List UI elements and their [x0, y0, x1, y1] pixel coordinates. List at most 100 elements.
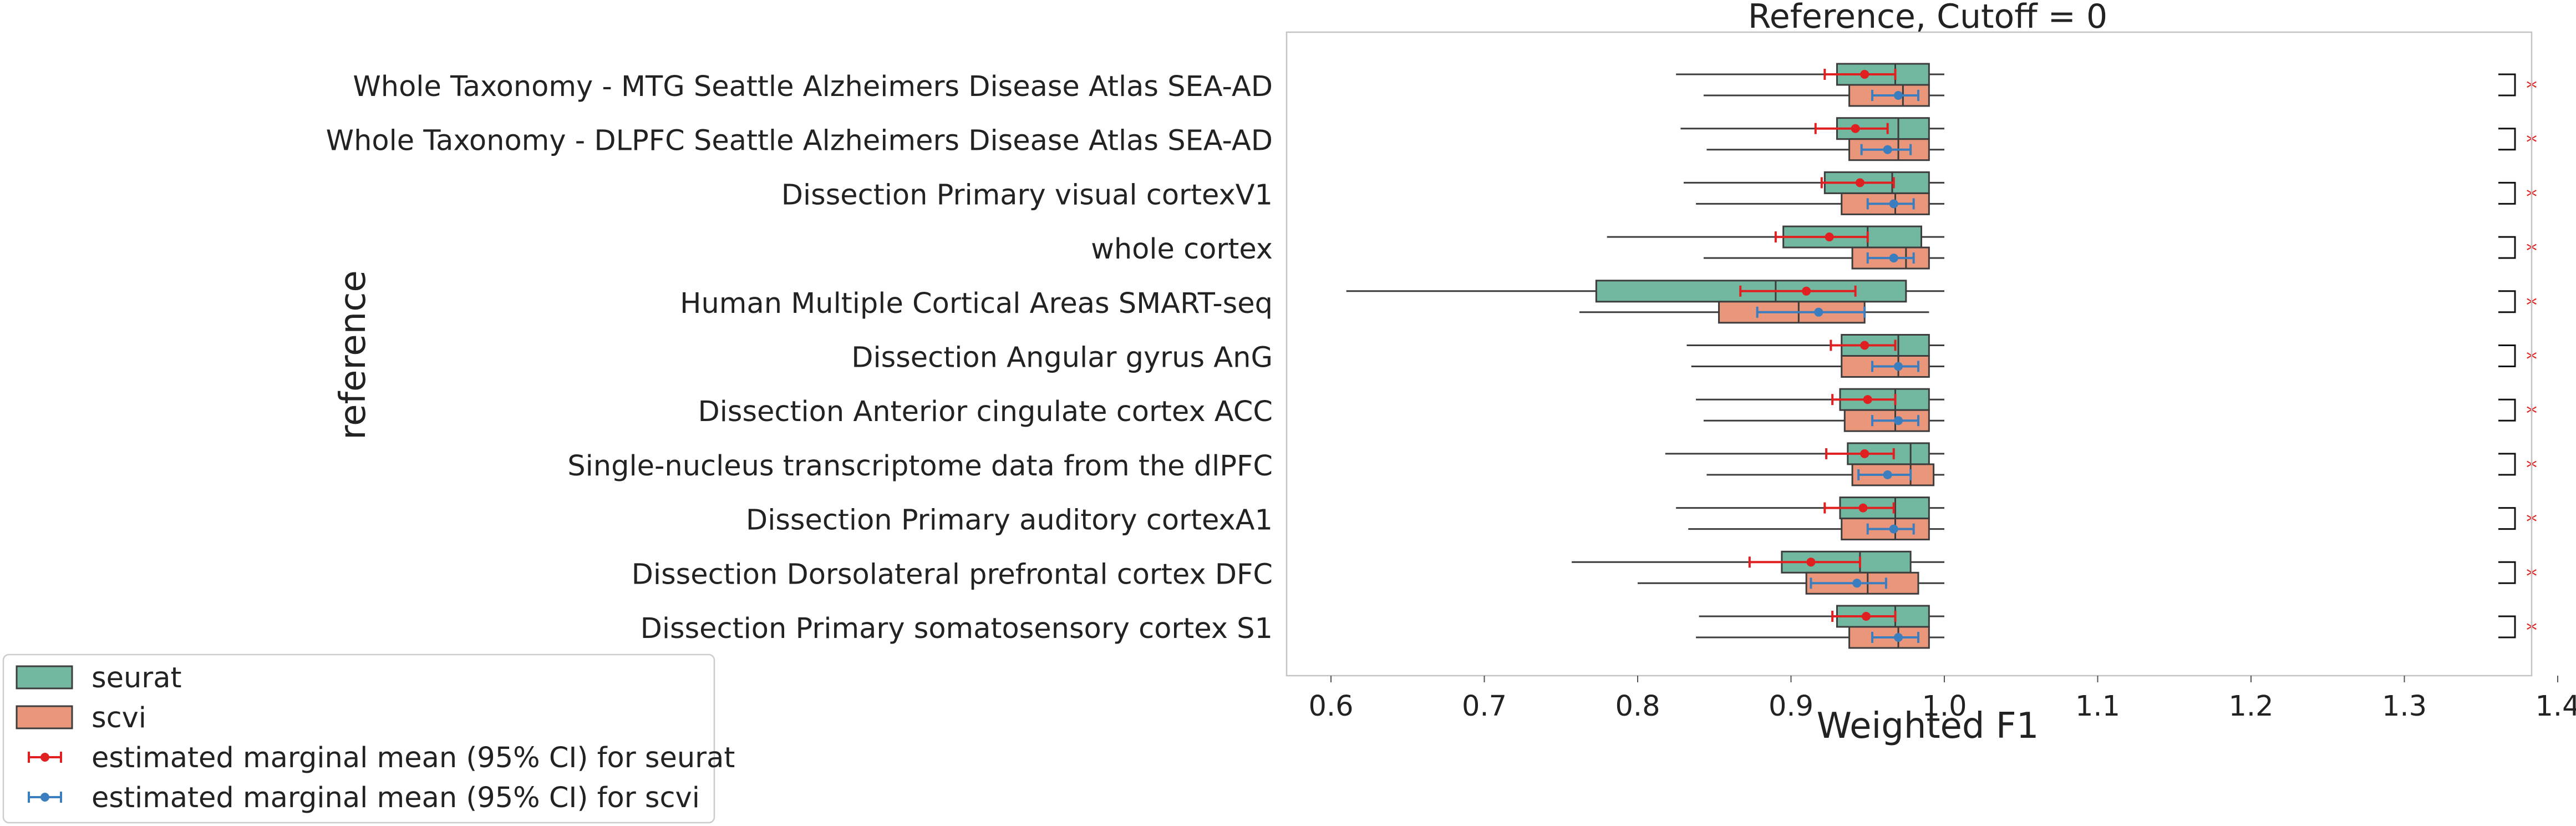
category-label: Dissection Primary auditory cortexA1 [746, 504, 1273, 537]
emm-scvi [1857, 469, 1912, 480]
category-label: whole cortex [1091, 233, 1273, 266]
x-tick-label: 1.2 [2228, 690, 2273, 723]
emm-point [1851, 124, 1860, 133]
x-tick-label: 0.7 [1462, 690, 1507, 723]
category-label: Whole Taxonomy - MTG Seattle Alzheimers … [353, 70, 1273, 103]
bracket-line [2498, 344, 2516, 367]
x-tick-label: 1.1 [2075, 690, 2120, 723]
emm-point [1883, 470, 1892, 479]
box-seurat [1676, 63, 1944, 86]
emm-seurat [1739, 285, 1857, 297]
box-iqr [1851, 246, 1930, 270]
emm-scvi [1866, 198, 1915, 210]
legend-swatch [16, 665, 73, 690]
legend-label: estimated marginal mean (95% CI) for scv… [92, 782, 700, 814]
x-tick-label: 1.0 [1922, 690, 1967, 723]
emm-scvi [1871, 415, 1919, 427]
bracket-line [2498, 453, 2516, 476]
emm-point [1802, 286, 1811, 296]
box-seurat [1696, 388, 1944, 411]
emm-point [1825, 232, 1834, 242]
box-seurat [1683, 171, 1944, 194]
emm-seurat [1814, 123, 1889, 134]
emm-point [1806, 558, 1816, 567]
category-label: Dissection Anterior cingulate cortex ACC [698, 396, 1273, 428]
emm-scvi [1810, 577, 1887, 589]
legend-frame [2, 653, 715, 824]
category-labels: Whole Taxonomy - MTG Seattle Alzheimers … [326, 70, 1273, 645]
bracket-line [2498, 398, 2516, 422]
legend-swatch [16, 705, 73, 729]
emm-point [1889, 199, 1898, 209]
box-seurat [1686, 334, 1944, 357]
emm-point [1894, 91, 1903, 100]
legend: seurat scvi estimated marginal mean (95% C… [2, 653, 735, 824]
emm-point [1894, 633, 1903, 642]
legend-label: estimated marginal mean (95% CI) for seu… [92, 742, 735, 774]
category-label: Whole Taxonomy - DLPFC Seattle Alzheimer… [326, 125, 1273, 158]
x-axis-label: Weighted F1 [1817, 706, 2039, 747]
emm-point [1814, 307, 1823, 317]
x-tick-label: 0.9 [1769, 690, 1813, 723]
bracket-line [2498, 290, 2516, 313]
box-scvi [1579, 301, 1929, 324]
emm-scvi [1871, 632, 1919, 643]
emm-point [1860, 341, 1869, 350]
x-axis: 0.6 0.7 0.8 0.9 1.0 1.1 1.2 1.3 1.4 [1308, 676, 2576, 723]
category-label: Single-nucleus transcriptome data from t… [567, 450, 1273, 483]
bracket-line [2498, 507, 2516, 530]
emm-seurat [1774, 231, 1869, 243]
x-tick-label: 0.6 [1308, 690, 1353, 723]
emm-scvi [1871, 90, 1919, 101]
emm-point [1883, 145, 1892, 154]
legend-item-seurat-patch: seurat [16, 662, 182, 695]
legend-errorbar-point [40, 753, 49, 762]
box-scvi [1638, 571, 1944, 595]
emm-point [1852, 579, 1862, 588]
category-label: Dissection Primary somatosensory cortex … [641, 612, 1273, 645]
category-label: Dissection Angular gyrus AnG [851, 342, 1273, 374]
legend-label: scvi [92, 702, 146, 734]
category-label: Dissection Primary visual cortexV1 [781, 179, 1273, 211]
emm-point [1861, 612, 1871, 621]
legend-errorbar-point [40, 793, 49, 802]
legend-item-seurat-errorbar: estimated marginal mean (95% CI) for seu… [28, 742, 735, 774]
emm-scvi [1860, 144, 1912, 155]
plot-content: *********** [1346, 63, 2537, 649]
emm-point [1863, 395, 1872, 404]
box-seurat [1699, 605, 1944, 628]
emm-point [1889, 254, 1898, 263]
emm-scvi [1871, 361, 1919, 372]
box-seurat [1665, 442, 1944, 465]
emm-seurat [1825, 448, 1895, 459]
bracket-line [2498, 561, 2516, 584]
x-tick-label: 1.3 [2382, 690, 2427, 723]
emm-point [1858, 503, 1868, 513]
emm-point [1860, 449, 1869, 458]
bracket-line [2498, 615, 2516, 638]
x-tick-label: 0.8 [1615, 690, 1660, 723]
emm-scvi [1866, 523, 1915, 535]
legend-label: seurat [92, 662, 182, 695]
emm-seurat [1748, 556, 1861, 568]
emm-seurat [1823, 502, 1895, 514]
legend-item-scvi-patch: scvi [16, 702, 146, 734]
emm-point [1889, 524, 1898, 534]
emm-seurat [1820, 177, 1895, 189]
box-scvi [1706, 138, 1944, 161]
emm-seurat [1830, 339, 1897, 351]
category-label: Human Multiple Cortical Areas SMART-seq [680, 287, 1273, 320]
emm-seurat [1831, 394, 1897, 406]
emm-seurat [1831, 611, 1897, 622]
box-seurat [1680, 117, 1944, 140]
emm-point [1894, 416, 1903, 425]
box-scvi [1703, 246, 1944, 270]
bracket-line [2498, 128, 2516, 151]
emm-point [1894, 362, 1903, 371]
box-seurat [1676, 496, 1944, 520]
chart-title: Reference, Cutoff = 0 [1748, 0, 2107, 36]
bracket-line [2498, 181, 2516, 205]
category-label: Dissection Dorsolateral prefrontal corte… [632, 558, 1273, 591]
x-tick-label: 1.4 [2535, 690, 2576, 723]
